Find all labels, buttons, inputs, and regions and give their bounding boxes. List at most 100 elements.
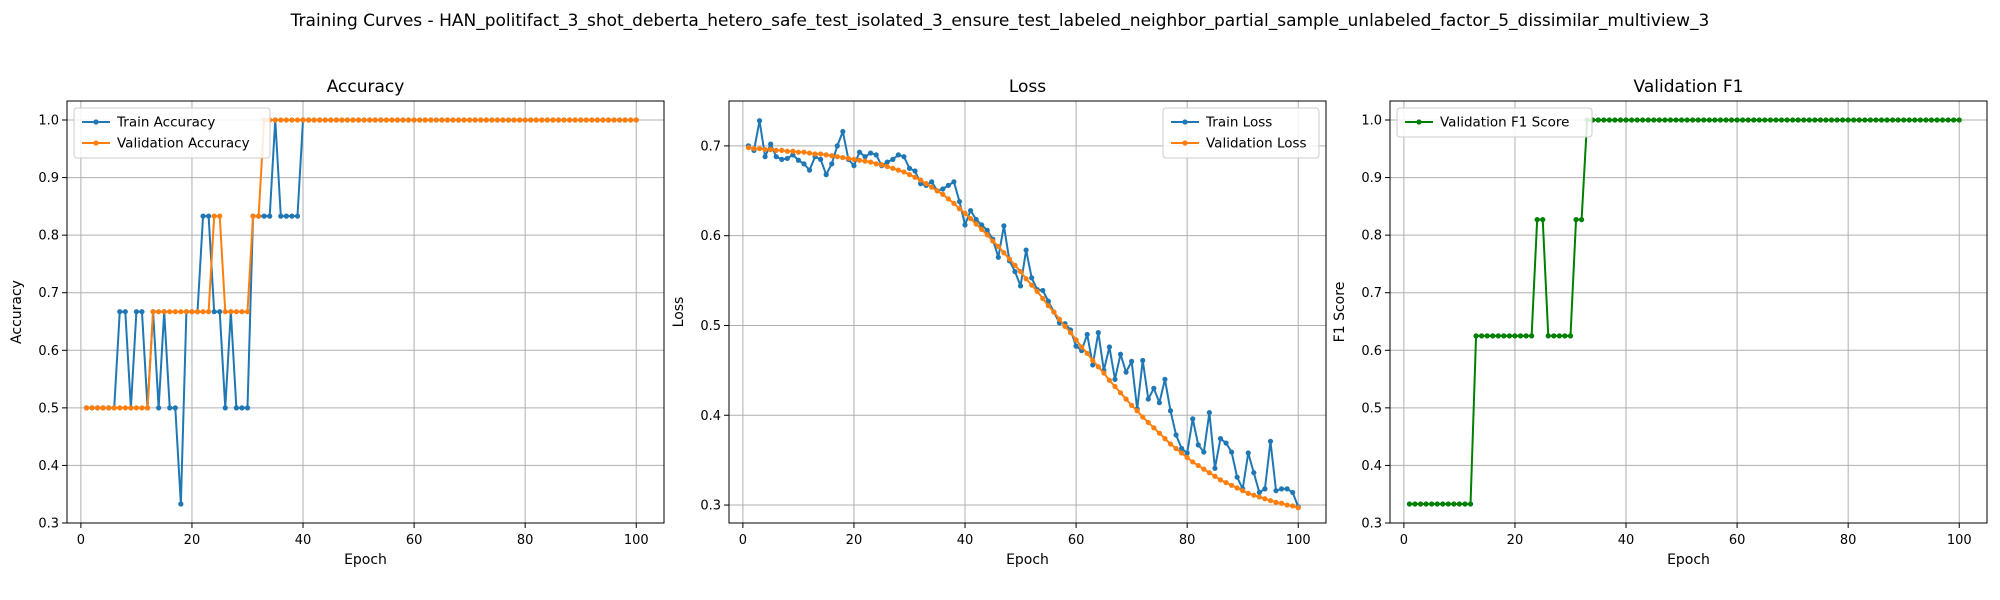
loss-xtick-label: 40: [957, 533, 974, 548]
loss-validation-loss-point: [1206, 470, 1212, 476]
accuracy-train-accuracy-point: [117, 309, 123, 315]
loss-validation-loss-point: [818, 151, 824, 157]
accuracy-validation-accuracy-point: [233, 309, 239, 315]
validation-f1-validation-f1-score-point: [1406, 501, 1413, 507]
accuracy-validation-accuracy-point: [583, 117, 589, 123]
accuracy-validation-accuracy-point: [156, 309, 162, 315]
validation-f1-xtick-label: 60: [1729, 533, 1746, 548]
accuracy-validation-accuracy-point: [322, 117, 328, 123]
validation-f1-validation-f1-score-point: [1873, 117, 1879, 123]
validation-f1-validation-f1-score-point: [1795, 117, 1801, 123]
loss-validation-loss-point: [1112, 383, 1118, 390]
loss-legend-train-loss-marker: [1182, 119, 1188, 125]
accuracy-train-accuracy-point: [133, 309, 140, 315]
loss-train-loss-point: [1167, 408, 1174, 414]
loss-validation-loss-point: [784, 148, 790, 154]
validation-f1-validation-f1-score-point: [1662, 117, 1668, 123]
validation-f1-validation-f1-score-point: [1651, 117, 1657, 123]
validation-f1-ytick-label: 0.6: [1361, 344, 1382, 359]
loss-train-loss-point: [1267, 438, 1274, 444]
validation-f1-xtick-label: 0: [1400, 533, 1408, 548]
validation-f1-validation-f1-score-point: [1701, 117, 1707, 123]
accuracy-validation-accuracy-point: [455, 117, 462, 123]
loss-legend-validation-loss-marker: [1182, 140, 1188, 146]
loss-validation-loss-point: [1106, 377, 1113, 383]
accuracy-validation-accuracy-point: [339, 117, 345, 123]
accuracy-validation-accuracy-point: [300, 117, 306, 123]
validation-f1-validation-f1-score-point: [1612, 117, 1618, 123]
loss-train-loss-point: [773, 154, 779, 160]
accuracy-validation-accuracy-point: [389, 117, 395, 123]
loss-train-loss-point: [1029, 275, 1035, 281]
accuracy-validation-accuracy-point: [228, 309, 234, 315]
validation-f1-validation-f1-score-point: [1823, 117, 1829, 123]
validation-f1-validation-f1-score-point: [1617, 117, 1624, 123]
loss-validation-loss-point: [1034, 288, 1040, 294]
accuracy-train-accuracy-point: [283, 213, 289, 219]
accuracy-legend-train-accuracy-marker: [93, 119, 99, 125]
loss-validation-loss-point: [873, 161, 879, 167]
loss-train-loss-point: [1012, 269, 1018, 275]
loss-validation-loss-point: [1295, 505, 1301, 511]
accuracy-train-accuracy-point: [267, 213, 273, 219]
validation-f1-validation-f1-score-point: [1523, 333, 1529, 339]
accuracy-validation-accuracy-point: [444, 117, 451, 123]
loss-validation-loss-point: [1045, 303, 1051, 309]
loss-validation-loss-point: [1095, 364, 1101, 370]
loss-validation-loss-point: [812, 151, 818, 157]
loss-train-loss-point: [1273, 488, 1279, 494]
accuracy-validation-accuracy-point: [178, 309, 184, 315]
loss-validation-loss-point: [967, 216, 974, 222]
accuracy-validation-accuracy-point: [461, 117, 467, 123]
loss-validation-loss-point: [1117, 390, 1124, 396]
loss-validation-loss-point: [801, 149, 807, 155]
accuracy-validation-accuracy-point: [211, 213, 217, 219]
accuracy-xtick-label: 80: [517, 533, 534, 548]
accuracy-validation-accuracy-point: [206, 309, 212, 315]
loss-validation-loss-point: [1284, 502, 1290, 508]
accuracy-train-accuracy-point: [261, 213, 267, 219]
loss-validation-loss-point: [1245, 490, 1251, 496]
loss-train-loss-point: [784, 155, 790, 162]
validation-f1-validation-f1-score-point: [1623, 117, 1629, 123]
loss-validation-loss-point: [1262, 496, 1268, 502]
loss-train-loss-point: [1278, 486, 1285, 492]
accuracy-validation-accuracy-point: [361, 117, 367, 123]
accuracy-validation-accuracy-point: [294, 117, 301, 123]
accuracy-ytick-label: 0.8: [38, 229, 59, 244]
loss-train-loss-point: [984, 227, 990, 233]
accuracy-train-accuracy-point: [178, 501, 184, 507]
loss-train-loss-point: [1234, 474, 1240, 480]
validation-f1-validation-f1-score-point: [1445, 501, 1451, 507]
loss-validation-loss-point: [1073, 337, 1079, 343]
loss-train-loss-point: [795, 157, 802, 163]
accuracy-train-accuracy-point: [156, 405, 162, 411]
accuracy-validation-accuracy-point: [89, 405, 95, 411]
validation-f1-validation-f1-score-point: [1828, 117, 1835, 123]
loss-train-loss-point: [995, 254, 1001, 260]
accuracy-validation-accuracy-point: [383, 117, 389, 123]
validation-f1-validation-f1-score-point: [1545, 333, 1551, 339]
loss-validation-loss-point: [1278, 500, 1285, 506]
validation-f1-validation-f1-score-point: [1878, 117, 1885, 123]
validation-f1-validation-f1-score-point: [1484, 333, 1490, 339]
validation-f1-validation-f1-score-point: [1767, 117, 1774, 123]
accuracy-ytick-label: 1.0: [38, 113, 59, 128]
accuracy-legend-validation-accuracy-marker: [93, 140, 99, 146]
accuracy-train-accuracy-point: [200, 213, 206, 219]
accuracy-validation-accuracy-point: [528, 117, 534, 123]
loss-xtick-label: 100: [1286, 533, 1311, 548]
validation-f1-ytick-label: 0.5: [1361, 401, 1382, 416]
accuracy-validation-accuracy-point: [472, 117, 478, 123]
accuracy-validation-accuracy-point: [355, 117, 362, 123]
loss-train-loss-point: [1106, 344, 1113, 350]
loss-validation-loss-point: [1184, 454, 1190, 461]
accuracy-train-accuracy-point: [167, 405, 173, 411]
loss-train-loss-point: [1179, 445, 1185, 452]
accuracy-validation-accuracy-point: [561, 117, 567, 123]
loss-train-loss-point: [1001, 223, 1007, 229]
loss-legend: Train Loss Validation Loss: [1162, 107, 1320, 159]
accuracy-train-accuracy-point: [122, 309, 128, 315]
accuracy-validation-accuracy-point: [600, 117, 606, 123]
loss-validation-loss-point: [1273, 499, 1279, 505]
